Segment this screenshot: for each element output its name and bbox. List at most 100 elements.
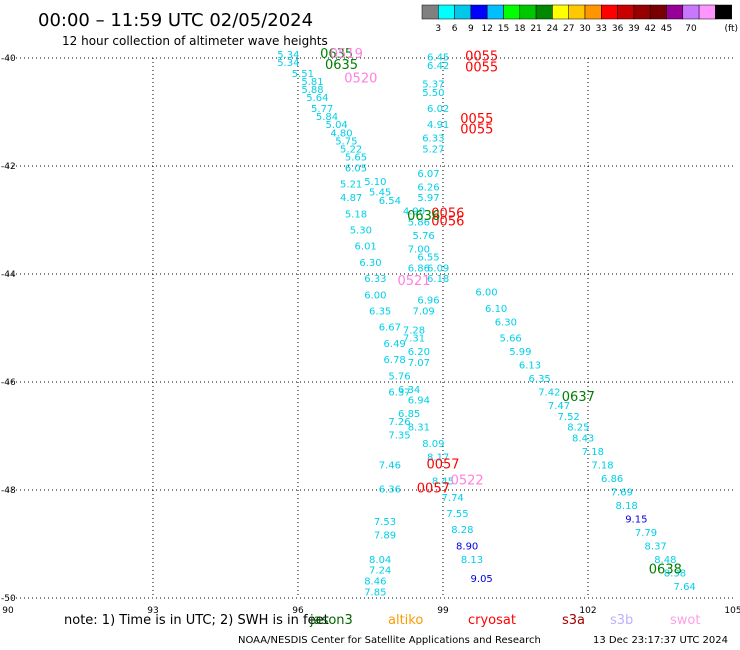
wave-height-label: 5.34 bbox=[277, 50, 299, 61]
wave-height-label: 5.84 bbox=[316, 112, 338, 123]
wave-height-label: 8.18 bbox=[616, 501, 638, 512]
wave-height-label: 6.49 bbox=[384, 339, 406, 350]
wave-height-label: 8.17 bbox=[427, 452, 449, 463]
wave-height-label: 8.25 bbox=[567, 423, 589, 434]
wave-height-label: 8.46 bbox=[364, 577, 386, 588]
wave-height-label: 8.38 bbox=[664, 568, 686, 579]
x-tick-label: 102 bbox=[579, 606, 596, 616]
wave-height-label: 7.64 bbox=[674, 582, 696, 593]
chart-subtitle: 12 hour collection of altimeter wave hei… bbox=[62, 34, 328, 48]
wave-height-label: 4.87 bbox=[340, 193, 362, 204]
wave-height-label: 7.79 bbox=[635, 528, 657, 539]
wave-height-label: 5.51 bbox=[292, 69, 314, 80]
wave-height-label: 6.55 bbox=[417, 253, 439, 264]
wave-height-label: 7.74 bbox=[442, 493, 464, 504]
wave-height-label: 7.07 bbox=[408, 358, 430, 369]
wave-height-label: 6.05 bbox=[345, 163, 367, 174]
wave-height-label: 7.28 bbox=[403, 325, 425, 336]
x-tick-label: 93 bbox=[147, 606, 158, 616]
colorbar-tick: 3 bbox=[435, 24, 441, 34]
colorbar-swatch bbox=[568, 4, 586, 20]
colorbar-swatch bbox=[682, 4, 700, 20]
pass-time-label: 0635 bbox=[320, 47, 353, 62]
wave-height-label: 8.48 bbox=[654, 555, 676, 566]
colorbar-swatch bbox=[584, 4, 602, 20]
wave-height-label: 6.45 bbox=[427, 53, 449, 64]
wave-height-label: 5.75 bbox=[335, 136, 357, 147]
satellite-legend-swot: swot bbox=[670, 613, 700, 628]
wave-height-label: 8.04 bbox=[369, 555, 391, 566]
wave-height-label: 5.66 bbox=[500, 334, 522, 345]
colorbar-swatch bbox=[421, 4, 439, 20]
colorbar-swatch bbox=[519, 4, 537, 20]
wave-height-label: 5.10 bbox=[364, 177, 386, 188]
colorbar-swatch bbox=[486, 4, 504, 20]
wave-height-label: 6.30 bbox=[359, 258, 381, 269]
pass-time-label: 0520 bbox=[344, 71, 377, 86]
colorbar-swatch bbox=[601, 4, 618, 20]
pass-time-label: 0056 bbox=[431, 214, 464, 229]
wave-height-label: 7.18 bbox=[591, 460, 613, 471]
colorbar-tick: 45 bbox=[661, 24, 672, 34]
pass-time-label: 0637 bbox=[562, 390, 595, 405]
wave-height-label: 9.15 bbox=[625, 514, 647, 525]
wave-height-label: 6.85 bbox=[398, 409, 420, 420]
colorbar-swatch bbox=[715, 4, 732, 20]
colorbar-swatch bbox=[438, 4, 455, 20]
wave-height-label: 6.30 bbox=[495, 317, 517, 328]
colorbar-tick: 12 bbox=[481, 24, 492, 34]
wave-height-label: 7.53 bbox=[374, 517, 396, 528]
satellite-legend-altiko: altiko bbox=[388, 613, 423, 628]
wave-height-label: 4.90 bbox=[403, 207, 425, 218]
wave-height-label: 5.97 bbox=[417, 193, 439, 204]
wave-height-label: 6.02 bbox=[427, 104, 449, 115]
wave-height-label: 5.04 bbox=[326, 120, 348, 131]
wave-height-label: 6.00 bbox=[364, 290, 386, 301]
colorbar-swatch bbox=[617, 4, 635, 20]
colorbar-swatch bbox=[503, 4, 521, 20]
wave-height-label: 7.42 bbox=[538, 388, 560, 399]
plot-area: 90 93 96 99 102 105 -40 -42 -44 -46 -48 -50 5.345.34… bbox=[1, 47, 740, 616]
colorbar-tick: 42 bbox=[644, 24, 655, 34]
wave-height-label: 6.67 bbox=[379, 323, 401, 334]
y-tick-label: -48 bbox=[1, 486, 16, 496]
satellite-legend: jason3 altiko cryosat s3a s3b swot bbox=[309, 613, 700, 628]
wave-height-label: 6.07 bbox=[417, 169, 439, 180]
wave-height-label: 6.20 bbox=[408, 347, 430, 358]
wave-height-label: 8.31 bbox=[408, 423, 430, 434]
wave-height-label: 8.13 bbox=[461, 555, 483, 566]
satellite-legend-cryosat: cryosat bbox=[468, 613, 516, 628]
pass-time-label: 0636 bbox=[407, 209, 440, 224]
colorbar-swatch bbox=[649, 4, 667, 20]
pass-time-label: 0055 bbox=[465, 50, 498, 65]
wave-height-label: 5.64 bbox=[306, 93, 328, 104]
wave-height-label: 7.18 bbox=[582, 447, 604, 458]
wave-height-label: 8.37 bbox=[645, 541, 667, 552]
wave-height-label: 5.81 bbox=[301, 77, 323, 88]
colorbar-tick: 15 bbox=[498, 24, 509, 34]
wave-height-label: 6.94 bbox=[408, 396, 430, 407]
wave-height-label: 7.55 bbox=[446, 509, 468, 520]
pass-time-label: 0635 bbox=[325, 58, 358, 73]
wave-height-label: 6.00 bbox=[475, 288, 497, 299]
credit-line: NOAA/NESDIS Center for Satellite Applica… bbox=[238, 635, 541, 646]
wave-height-label: 7.09 bbox=[413, 307, 435, 318]
wave-height-label: 5.88 bbox=[301, 85, 323, 96]
y-tick-label: -44 bbox=[1, 270, 16, 280]
colorbar-tick: 39 bbox=[628, 24, 640, 34]
footer: note: 1) Time is in UTC; 2) SWH is in fe… bbox=[64, 613, 728, 646]
wave-height-label: 6.01 bbox=[355, 242, 377, 253]
colorbar-tick: 36 bbox=[612, 24, 624, 34]
pass-time-label: 0057 bbox=[426, 457, 459, 472]
satellite-legend-jason3: jason3 bbox=[309, 613, 353, 628]
wave-height-label: 7.26 bbox=[388, 417, 410, 428]
wave-height-label: 6.18 bbox=[427, 274, 449, 285]
colorbar-swatch bbox=[454, 4, 472, 20]
pass-time-label: 0055 bbox=[460, 123, 493, 138]
wave-height-label: 5.34 bbox=[277, 58, 299, 69]
colorbar-tick: 9 bbox=[468, 24, 474, 34]
colorbar-swatch bbox=[698, 4, 716, 20]
wave-height-label: 6.26 bbox=[417, 182, 439, 193]
y-tick-label: -40 bbox=[1, 54, 16, 64]
